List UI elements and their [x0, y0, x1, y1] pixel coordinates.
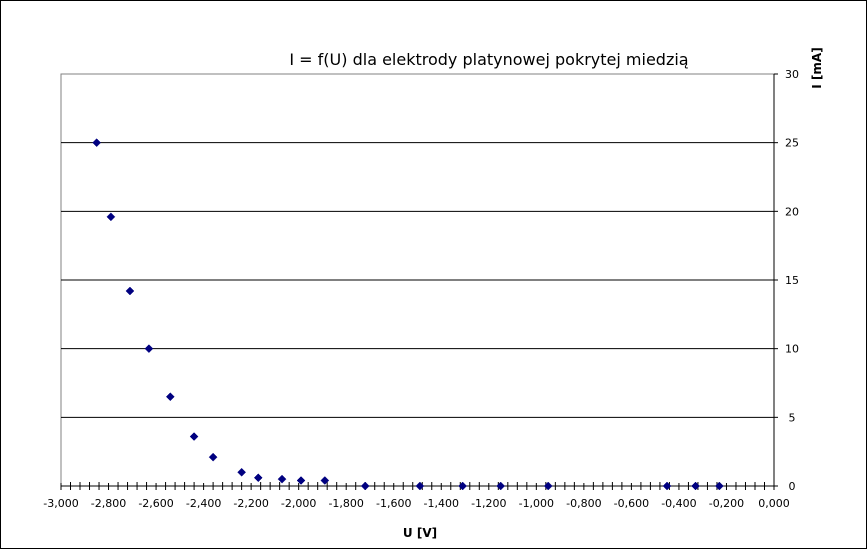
x-tick-label: -2,600	[138, 497, 173, 510]
gridlines	[61, 142, 774, 418]
y-tick-label: 15	[785, 274, 799, 287]
x-tick-label: -0,800	[566, 497, 601, 510]
x-tick-label: -1,400	[424, 497, 459, 510]
data-point	[415, 481, 425, 491]
data-point	[543, 481, 553, 491]
data-point	[208, 452, 218, 462]
y-tick-label: 5	[789, 411, 796, 424]
data-point	[165, 392, 175, 402]
data-series	[92, 138, 724, 491]
x-axis: -3,000 -2,800 -2,600 -2,400 -2,200 -2,000 -1,8…	[43, 482, 790, 510]
x-tick-label: -2,200	[233, 497, 268, 510]
x-tick-label: -1,200	[471, 497, 506, 510]
x-tick-label: -0,600	[614, 497, 649, 510]
data-point	[296, 476, 306, 485]
chart-title: I = f(U) dla elektrody platynowej pokryt…	[289, 50, 688, 69]
x-tick-label: -1,000	[519, 497, 554, 510]
data-point	[496, 481, 506, 491]
x-tick-label: -2,800	[91, 497, 126, 510]
data-point	[144, 344, 154, 354]
data-point	[662, 481, 672, 491]
y-tick-label: 30	[785, 68, 799, 81]
x-tick-label: -2,400	[186, 497, 221, 510]
y-axis-title: I [mA]	[810, 47, 824, 88]
data-point	[691, 481, 700, 491]
data-point	[189, 432, 199, 441]
x-axis-title: U [V]	[403, 526, 437, 540]
x-tick-label: -0,200	[709, 497, 744, 510]
x-tick-label: -1,600	[376, 497, 411, 510]
data-point	[106, 212, 116, 222]
x-tick-label: -1,800	[328, 497, 363, 510]
x-tick-label: -0,400	[661, 497, 696, 510]
y-tick-label: 0	[789, 480, 796, 493]
data-point	[320, 476, 330, 485]
y-tick-label: 10	[785, 343, 799, 356]
data-point	[237, 467, 246, 477]
data-point	[277, 474, 287, 484]
x-tick-label: -3,000	[43, 497, 78, 510]
data-point	[360, 481, 370, 491]
y-tick-label: 20	[785, 205, 799, 218]
data-point	[458, 481, 468, 491]
data-point	[125, 286, 135, 296]
data-point	[714, 481, 724, 491]
y-axis: 0 5 10 15 20 25 30	[773, 68, 799, 493]
x-tick-label: -2,000	[281, 497, 316, 510]
data-point	[253, 473, 263, 483]
y-tick-label: 25	[785, 137, 799, 150]
data-point	[92, 138, 102, 148]
x-tick-label: 0,000	[758, 497, 790, 510]
